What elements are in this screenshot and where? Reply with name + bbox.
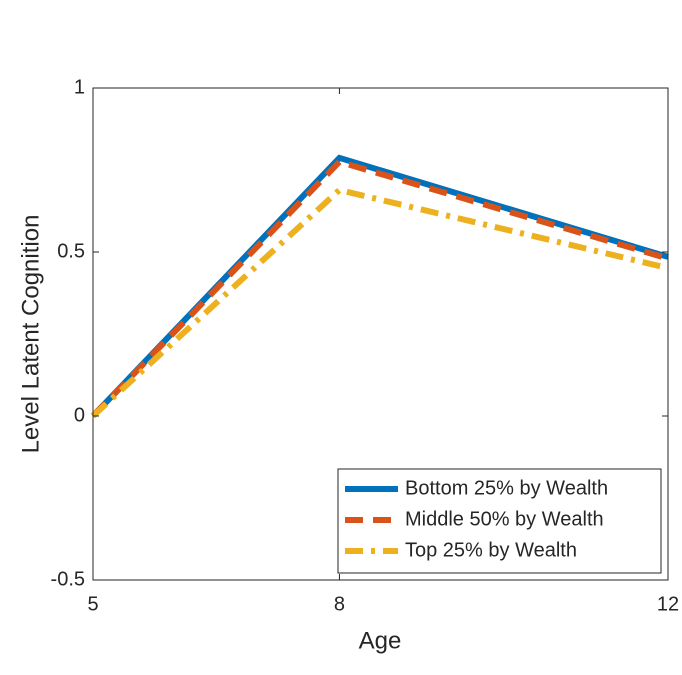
- x-tick-label: 8: [334, 593, 345, 615]
- y-axis-label: Level Latent Cognition: [17, 215, 44, 454]
- y-tick-label: 0.5: [57, 240, 85, 262]
- y-tick-label: 0: [74, 404, 85, 426]
- legend: Bottom 25% by Wealth Middle 50% by Wealth…: [337, 468, 662, 574]
- plot-frame: [92, 87, 669, 581]
- x-tick-label: 12: [657, 593, 679, 615]
- y-tick-label: -0.5: [51, 568, 85, 590]
- legend-label: Middle 50% by Wealth: [405, 508, 604, 530]
- data-line: [90, 158, 669, 419]
- legend-label: Bottom 25% by Wealth: [405, 477, 608, 499]
- y-tick-label: 1: [74, 76, 85, 98]
- x-axis-label: Age: [359, 627, 402, 654]
- x-tick-label: 5: [87, 593, 98, 615]
- legend-label: Top 25% by Wealth: [405, 539, 577, 561]
- data-line: [90, 154, 669, 419]
- data-line: [90, 186, 669, 419]
